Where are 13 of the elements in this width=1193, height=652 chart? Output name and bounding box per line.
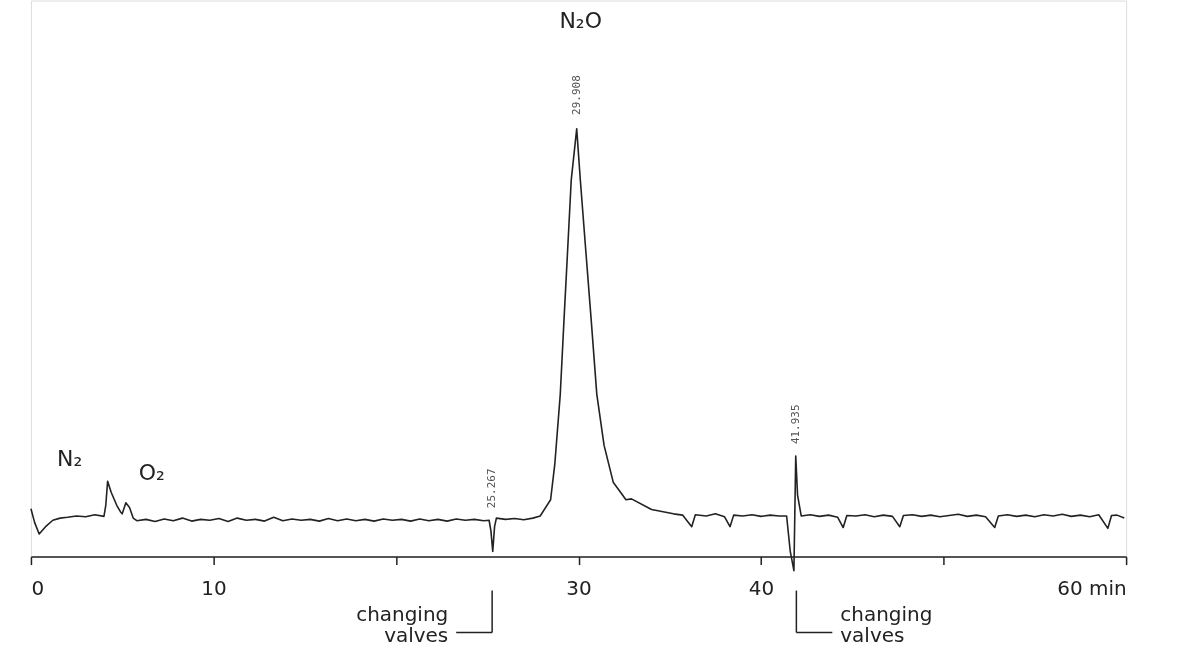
- text: changing valves: [840, 601, 933, 648]
- text: changing valves: [356, 601, 449, 648]
- x-tick-label: 40: [748, 576, 775, 601]
- annotation: N₂: [57, 446, 83, 472]
- x-tick-label: 0: [31, 576, 45, 601]
- annotation: O₂: [138, 459, 165, 485]
- text: N₂O: [559, 8, 602, 34]
- annotation: 41.935: [789, 404, 803, 445]
- annotation: 25.267: [485, 468, 499, 509]
- x-tick-label: 10: [201, 576, 227, 601]
- x-tick-label: 30: [566, 576, 592, 601]
- annotation: 29.908: [569, 75, 583, 115]
- x-tick-label: 60 min: [1057, 576, 1127, 601]
